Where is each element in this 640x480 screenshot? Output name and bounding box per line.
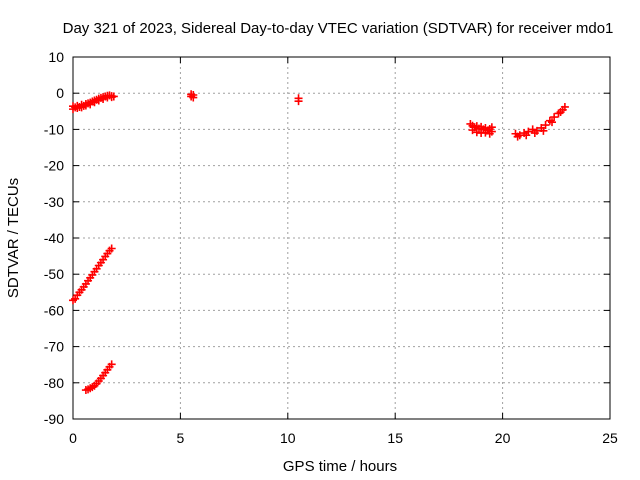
- y-tick-label: -10: [44, 121, 64, 137]
- data-point: [77, 103, 86, 112]
- y-tick-label: -90: [44, 411, 64, 427]
- data-point: [90, 98, 99, 107]
- data-point: [513, 132, 522, 141]
- data-point: [99, 94, 108, 103]
- x-tick-label: 20: [495, 430, 511, 446]
- x-tick-label: 5: [177, 430, 185, 446]
- data-point: [487, 123, 496, 132]
- x-tick-label: 15: [387, 430, 403, 446]
- x-axis-label: GPS time / hours: [283, 458, 397, 475]
- y-tick-label: -20: [44, 158, 64, 174]
- grid-lines: [73, 57, 610, 419]
- chart-title: Day 321 of 2023, Sidereal Day-to-day VTE…: [63, 20, 614, 37]
- data-point: [107, 93, 116, 102]
- data-point: [550, 113, 559, 122]
- data-point: [548, 118, 557, 127]
- data-point: [94, 96, 103, 105]
- y-tick-label: -60: [44, 302, 64, 318]
- data-point: [539, 126, 548, 135]
- x-tick-label: 25: [602, 430, 618, 446]
- y-tick-label: -30: [44, 194, 64, 210]
- data-point: [107, 244, 116, 253]
- y-axis-label: SDTVAR / TECUs: [5, 178, 22, 298]
- y-tick-labels: -90 -80 -70 -60 -50 -40 -30 -20 -10 0 10: [44, 49, 64, 427]
- data-point: [294, 97, 303, 106]
- data-point: [107, 360, 116, 369]
- data-point: [189, 91, 198, 100]
- data-point: [81, 101, 90, 110]
- y-tick-label: 0: [56, 85, 64, 101]
- data-point: [560, 102, 569, 111]
- y-tick-label: -80: [44, 375, 64, 391]
- data-point: [556, 108, 565, 117]
- data-point: [86, 100, 95, 109]
- x-tick-labels: 0 5 10 15 20 25: [69, 430, 618, 446]
- x-tick-label: 10: [280, 430, 296, 446]
- y-tick-label: 10: [48, 49, 64, 65]
- data-point: [522, 131, 531, 140]
- axis-ticks: [72, 56, 611, 420]
- data-point: [541, 121, 550, 130]
- y-tick-label: -40: [44, 230, 64, 246]
- x-tick-label: 0: [69, 430, 77, 446]
- data-points: [69, 90, 569, 395]
- y-tick-label: -50: [44, 266, 64, 282]
- y-tick-label: -70: [44, 339, 64, 355]
- data-point: [69, 105, 77, 114]
- data-point: [530, 129, 539, 138]
- data-point: [481, 128, 490, 137]
- data-point: [468, 126, 477, 135]
- data-point: [485, 129, 494, 138]
